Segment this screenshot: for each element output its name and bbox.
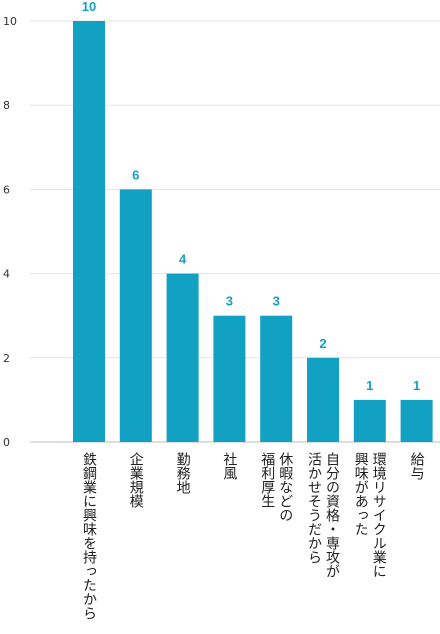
data-label: 2 bbox=[319, 336, 326, 351]
bars bbox=[73, 21, 433, 442]
bar bbox=[353, 399, 386, 442]
category-label-line: 企業規模 bbox=[127, 452, 144, 508]
category-label: 休暇などの 福利厚生 bbox=[256, 452, 296, 522]
bar bbox=[260, 315, 293, 442]
category-label: 鉄鋼業に興味を持ったから bbox=[69, 452, 109, 620]
y-axis: 0 2 4 6 8 10 bbox=[3, 15, 17, 449]
data-label: 3 bbox=[226, 294, 233, 309]
data-label: 1 bbox=[366, 378, 373, 393]
y-tick-label: 0 bbox=[3, 436, 10, 449]
category-label-line: 興味があった bbox=[352, 452, 369, 536]
data-labels: 10 6 4 3 3 2 1 1 bbox=[82, 0, 420, 393]
bar bbox=[213, 315, 246, 442]
bar bbox=[166, 273, 199, 442]
data-label: 3 bbox=[273, 294, 280, 309]
y-tick-label: 10 bbox=[3, 15, 17, 28]
category-label-line: 社風 bbox=[221, 452, 238, 480]
data-label: 6 bbox=[132, 167, 139, 182]
category-label-line: 勤務地 bbox=[174, 452, 191, 494]
y-tick-label: 6 bbox=[3, 183, 10, 196]
y-tick-label: 2 bbox=[3, 352, 10, 365]
category-label: 勤務地 bbox=[163, 452, 203, 494]
data-label: 10 bbox=[82, 0, 96, 14]
category-label: 環境リサイクル業に 興味があった bbox=[350, 452, 390, 578]
category-label-line: 活かせそうだから bbox=[306, 452, 322, 564]
bar bbox=[307, 357, 339, 442]
category-label-line: 自分の資格・専攻が bbox=[324, 452, 340, 578]
category-label-line: 環境リサイクル業に bbox=[370, 452, 387, 578]
category-label: 給与 bbox=[397, 452, 437, 480]
category-label: 自分の資格・専攻が 活かせそうだから bbox=[303, 452, 343, 578]
category-label-line: 福利厚生 bbox=[259, 452, 276, 508]
data-label: 1 bbox=[413, 378, 420, 393]
bar bbox=[119, 189, 152, 442]
category-label-line: 休暇などの bbox=[277, 452, 294, 522]
y-tick-label: 4 bbox=[3, 268, 10, 281]
bar bbox=[73, 21, 105, 442]
category-label: 企業規模 bbox=[116, 452, 156, 508]
category-label-line: 鉄鋼業に興味を持ったから bbox=[81, 452, 97, 620]
data-label: 4 bbox=[179, 252, 187, 267]
category-label-line: 給与 bbox=[408, 452, 425, 480]
y-tick-label: 8 bbox=[3, 99, 10, 112]
bar bbox=[400, 399, 433, 442]
category-label: 社風 bbox=[209, 452, 249, 480]
